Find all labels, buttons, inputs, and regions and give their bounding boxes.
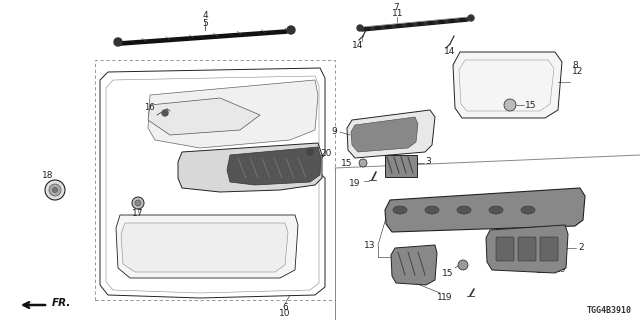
Text: 10: 10 [279,308,291,317]
FancyBboxPatch shape [385,155,417,177]
Text: 8: 8 [572,60,578,69]
Circle shape [132,197,144,209]
Text: 5: 5 [202,19,208,28]
Text: 16: 16 [145,103,155,113]
Circle shape [307,149,313,155]
Circle shape [114,38,122,46]
Text: 20: 20 [320,148,332,157]
Text: 2: 2 [578,244,584,252]
Text: 15: 15 [442,268,453,277]
Ellipse shape [393,206,407,214]
Ellipse shape [489,206,503,214]
Text: 19: 19 [555,266,566,275]
Wedge shape [504,99,516,111]
Text: 19: 19 [349,179,360,188]
Text: 17: 17 [132,209,144,218]
Polygon shape [116,215,298,278]
Polygon shape [148,98,260,135]
Text: 19: 19 [440,293,452,302]
Polygon shape [351,117,418,152]
Text: 14: 14 [352,41,364,50]
Polygon shape [227,147,321,185]
Circle shape [287,26,295,34]
Bar [95,60,335,300]
Circle shape [52,188,58,193]
Polygon shape [385,188,585,232]
Circle shape [357,25,363,31]
FancyBboxPatch shape [518,237,536,261]
FancyBboxPatch shape [540,237,558,261]
Polygon shape [347,110,435,158]
Ellipse shape [457,206,471,214]
Text: 11: 11 [392,10,404,19]
Circle shape [162,110,168,116]
Ellipse shape [425,206,439,214]
Polygon shape [100,68,325,298]
Text: 15: 15 [525,100,536,109]
Polygon shape [178,143,322,192]
Circle shape [458,260,468,270]
Text: 4: 4 [202,12,208,20]
Polygon shape [453,52,562,118]
Circle shape [49,184,61,196]
Text: 6: 6 [282,302,288,311]
Polygon shape [121,223,288,272]
Text: FR.: FR. [52,298,72,308]
Polygon shape [148,80,318,148]
Text: 3: 3 [425,157,431,166]
FancyBboxPatch shape [496,237,514,261]
Ellipse shape [521,206,535,214]
Text: 7: 7 [393,4,399,12]
Circle shape [359,159,367,167]
Text: 12: 12 [572,68,584,76]
Text: 13: 13 [364,241,375,250]
Circle shape [468,15,474,21]
Text: 9: 9 [332,127,337,137]
Circle shape [135,200,141,206]
Polygon shape [486,225,568,273]
Text: 18: 18 [42,171,54,180]
Text: 15: 15 [340,158,352,167]
Polygon shape [391,245,437,285]
Circle shape [45,180,65,200]
Text: 1: 1 [437,293,443,302]
Text: 14: 14 [444,47,456,57]
Text: TGG4B3910: TGG4B3910 [587,306,632,315]
